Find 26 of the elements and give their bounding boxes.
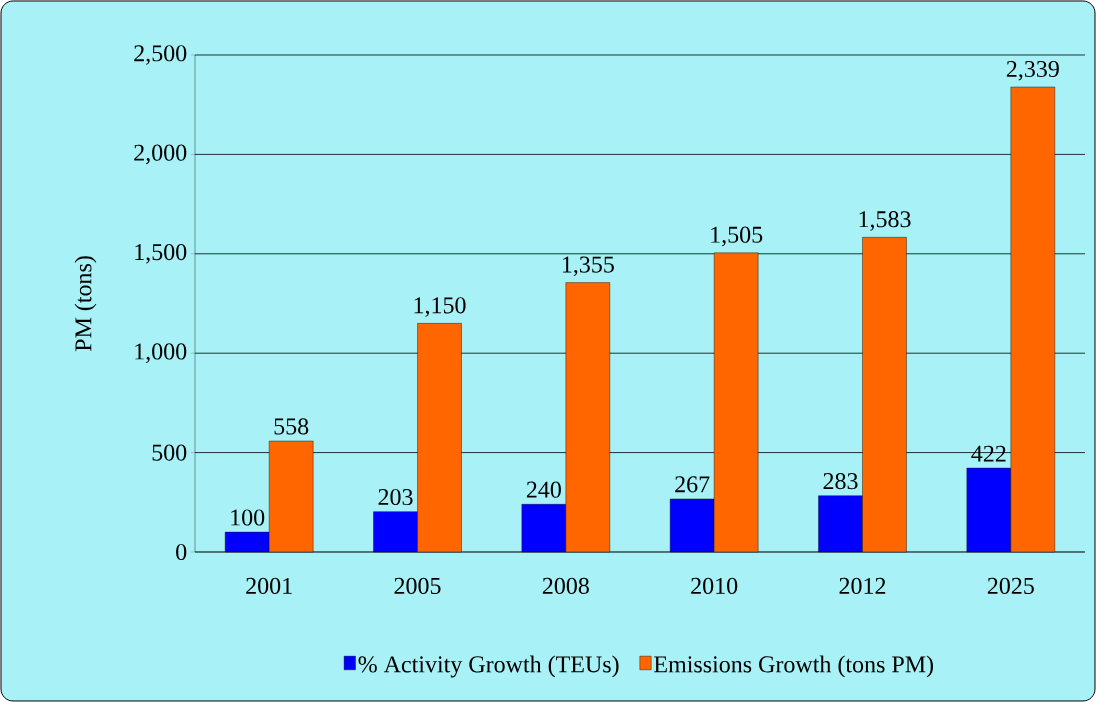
y-tick-label: 1,500 [135,243,187,264]
data-label: 1,355 [562,256,614,277]
data-label: 240 [526,481,561,498]
y-tick-label: 2,000 [134,144,187,165]
x-tick-label: 2025 [987,577,1034,594]
x-tick-label: 2010 [691,577,738,594]
x-tick-label: 2008 [542,577,589,594]
data-label: 1,505 [711,226,763,247]
legend-label: Emissions Growth (tons PM) [654,655,934,678]
legend-label: % Activity Growth (TEUs) [358,655,619,678]
x-tick-label: 2005 [394,577,441,594]
data-label: 2,339 [1006,60,1059,81]
x-tick-label: 2001 [246,577,292,594]
y-tick-label: 1,000 [135,343,187,364]
y-axis-title: PM (tons) [74,256,97,352]
y-tick-label: 500 [152,444,187,461]
x-tick-label: 2012 [839,577,886,594]
data-label: 283 [823,473,858,490]
y-tick-label: 0 [176,543,187,561]
data-label: 558 [274,418,309,435]
data-label: 100 [231,509,265,526]
data-label: 267 [675,476,710,493]
data-label: 1,150 [414,297,466,317]
data-label: 1,583 [859,211,911,231]
data-label: 203 [378,488,413,506]
y-tick-label: 2,500 [134,45,187,65]
